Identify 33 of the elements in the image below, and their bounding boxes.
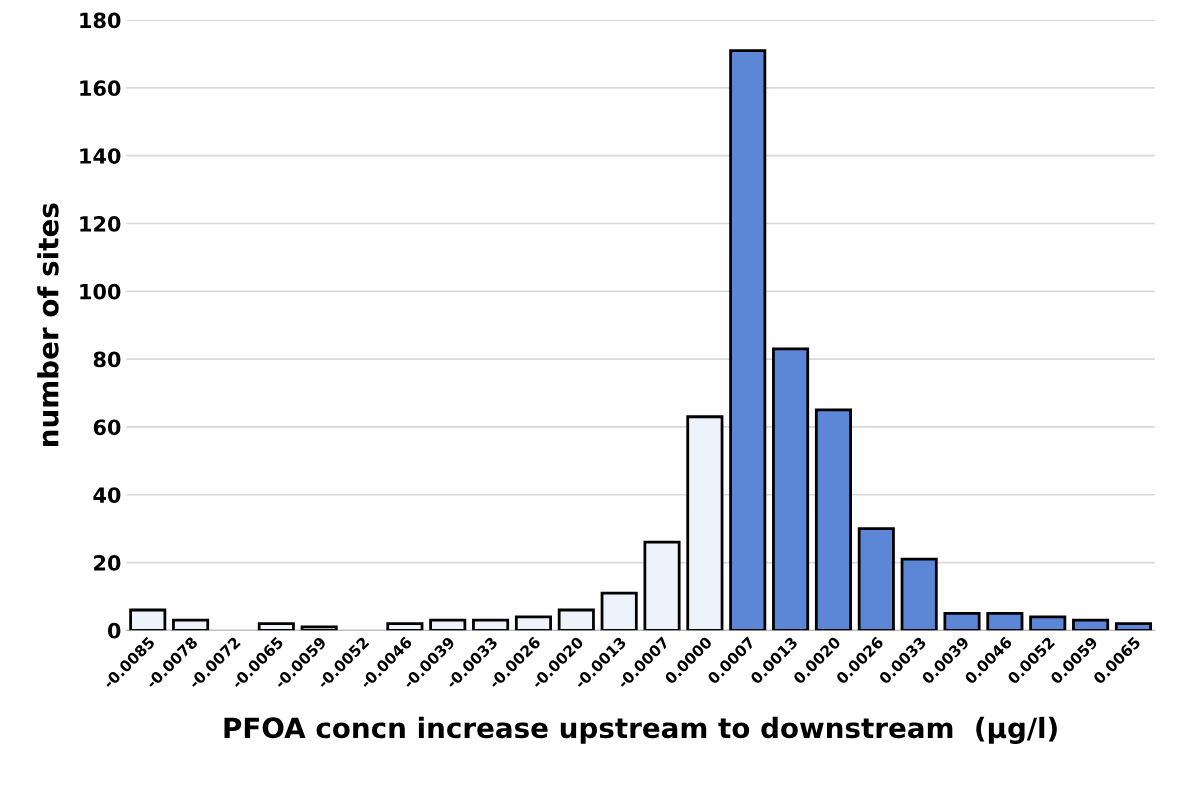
- y-tick-label: 120: [80, 215, 121, 232]
- bar: [557, 608, 595, 631]
- y-tick-label: 100: [80, 283, 121, 300]
- bar: [386, 622, 424, 631]
- bar: [686, 415, 724, 631]
- bar: [257, 622, 295, 631]
- bar: [1114, 622, 1152, 631]
- bar: [600, 591, 638, 631]
- bar: [943, 612, 981, 631]
- bar: [857, 527, 895, 631]
- bar: [1029, 615, 1067, 631]
- bar: [129, 608, 167, 631]
- bar: [643, 540, 681, 631]
- bar: [986, 612, 1024, 631]
- bar: [472, 618, 510, 631]
- y-tick-label: 0: [107, 622, 121, 639]
- y-tick-label: 160: [80, 80, 121, 97]
- y-tick-label: 20: [94, 555, 121, 571]
- bar: [772, 347, 810, 631]
- y-axis-title: number of sites: [37, 203, 59, 446]
- bar: [814, 408, 852, 631]
- x-axis-title: PFOA concn increase upstream to downstream (µg/l): [224, 716, 1057, 744]
- bar: [900, 557, 938, 631]
- y-tick-label: 60: [93, 419, 121, 436]
- bar: [1072, 618, 1110, 631]
- y-tick-label: 140: [80, 148, 121, 164]
- bar: [172, 618, 210, 631]
- y-tick-label: 180: [80, 12, 121, 29]
- bar: [729, 49, 767, 631]
- bar: [429, 618, 467, 631]
- y-tick-label: 40: [93, 487, 121, 503]
- bar: [514, 615, 552, 631]
- y-tick-label: 80: [93, 351, 121, 368]
